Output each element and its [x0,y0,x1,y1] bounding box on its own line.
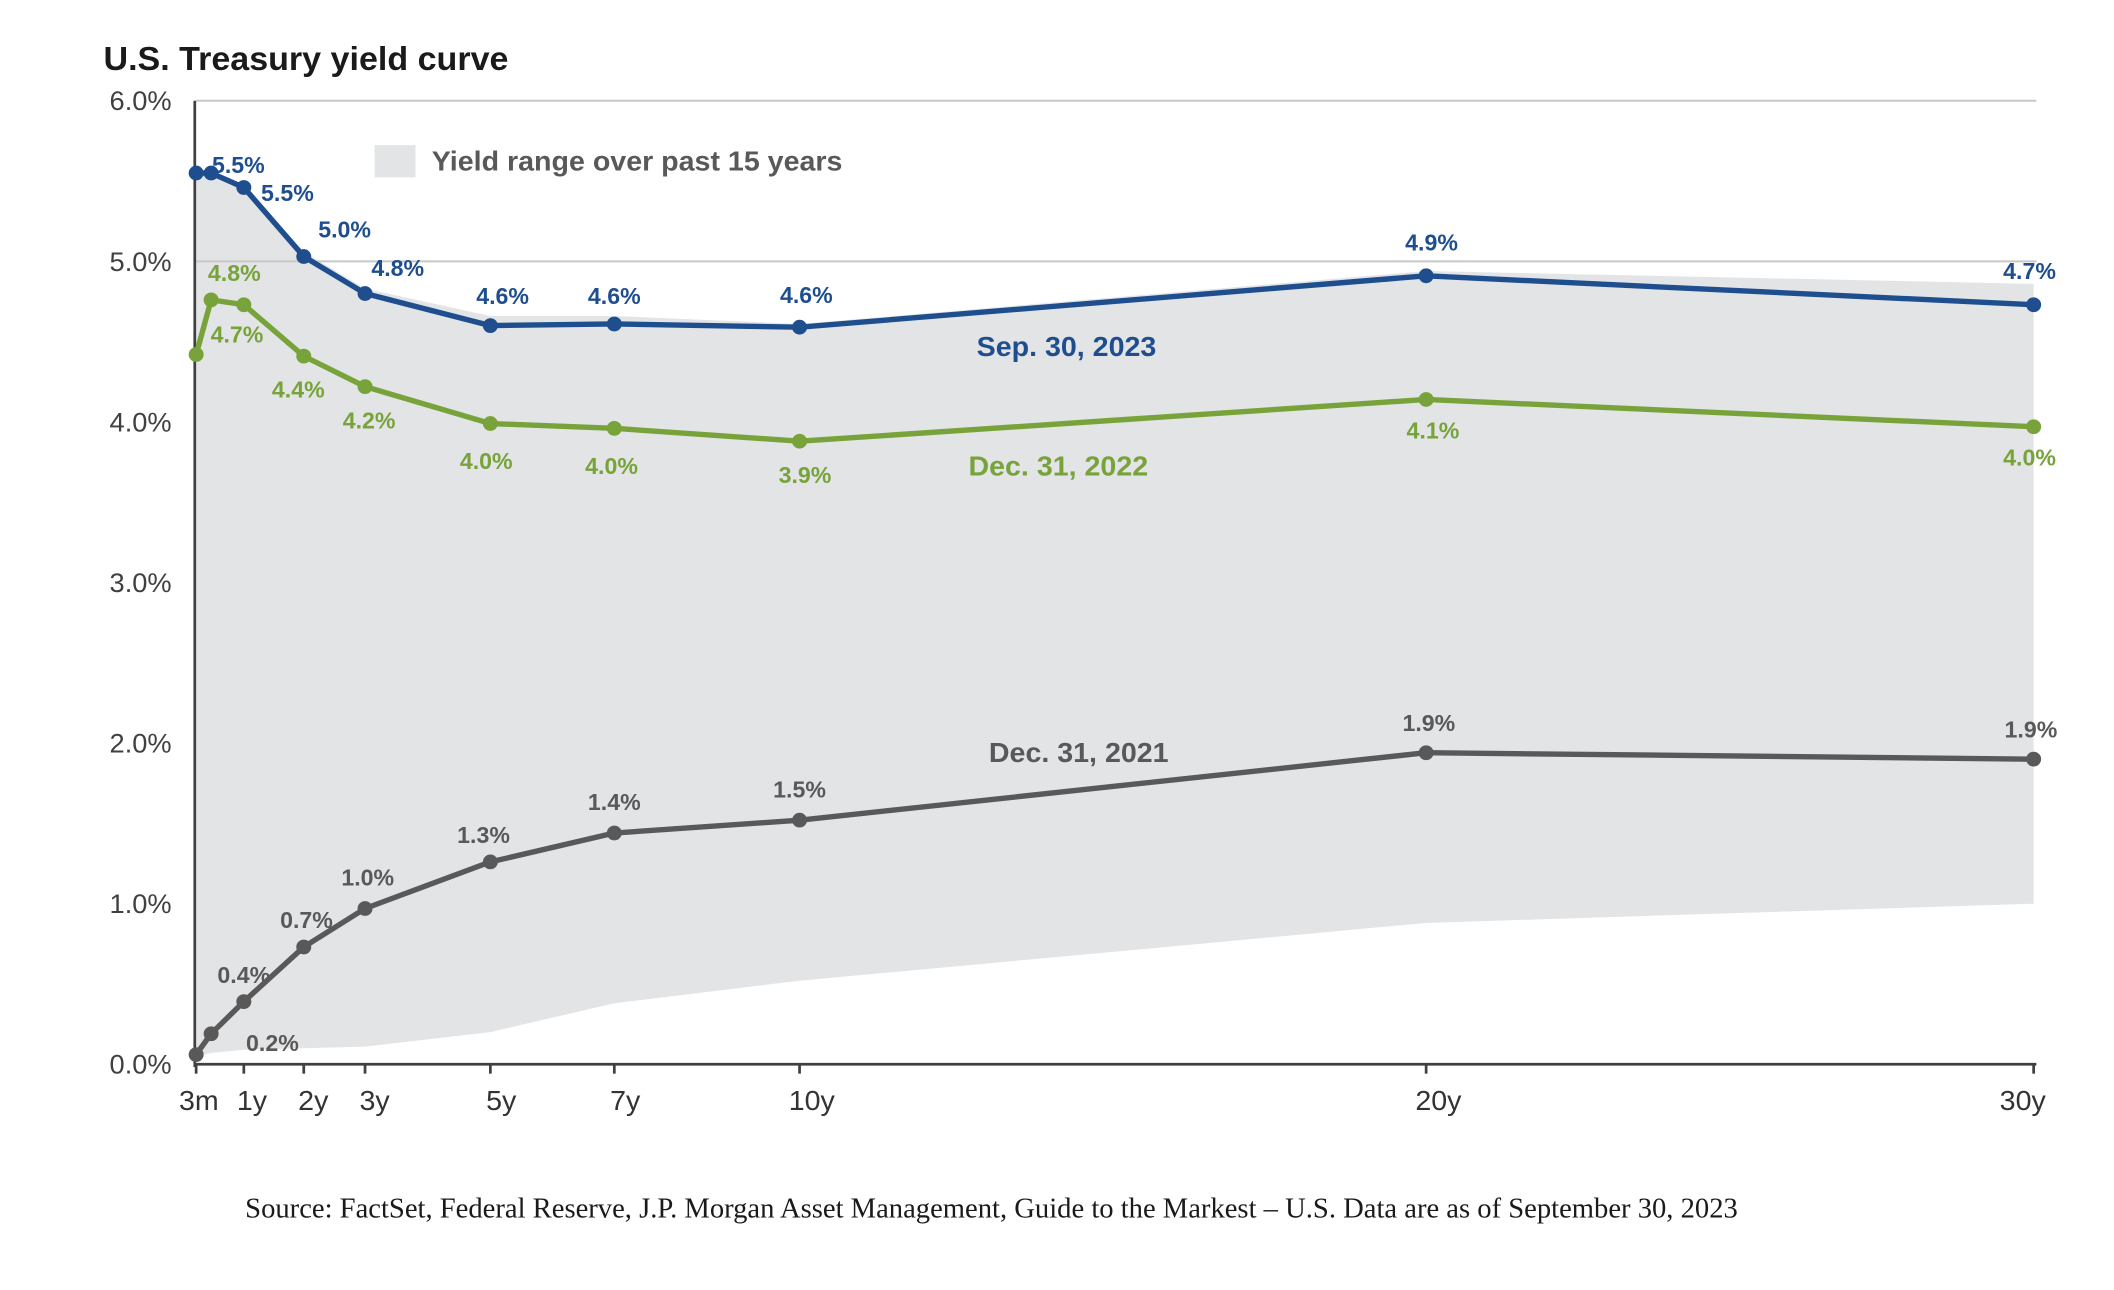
data-label: 4.1% [1407,418,1460,444]
series-label-dec-2022: Dec. 31, 2022 [968,451,1148,483]
data-label: 4.8% [208,260,261,286]
data-label: 4.6% [780,282,833,308]
data-point [357,379,373,395]
y-tick-label: 5.0% [110,247,172,277]
data-label: 4.8% [371,255,424,281]
data-label: 4.7% [211,321,264,347]
series-label-dec-2021: Dec. 31, 2021 [989,737,1169,769]
gridlines [196,99,2037,263]
data-label: 0.2% [246,1030,299,1056]
data-point [2026,419,2042,435]
series-line-2 [193,750,2034,1057]
data-point [188,165,204,181]
chart-title: U.S. Treasury yield curve [104,40,509,78]
data-label: 4.6% [588,283,641,309]
data-label: 1.0% [341,865,394,891]
data-label: 4.0% [585,453,638,479]
axes: 0.0% 1.0% 2.0% 3.0% 4.0% 5.0% 6.0% 3m 1y 2y 3y 5y 7y… [110,86,2047,1117]
data-point [236,180,252,195]
data-point [203,292,219,308]
data-label-layer: 5.5%5.5%5.0%4.8%4.6% 4.6% 4.6%4.9%4.7%4.8%… [208,152,2057,1056]
range-band-area [196,168,2034,1057]
data-point [2026,297,2042,313]
data-point [357,901,373,916]
data-label: 4.0% [460,448,513,474]
data-point [792,812,808,828]
data-point [203,1026,219,1042]
series-label-sep-2023: Sep. 30, 2023 [977,331,1157,363]
y-tick-label: 1.0% [110,889,172,919]
x-tick-label: 7y [610,1085,641,1117]
series-line-1 [193,297,2034,444]
data-label: 5.0% [318,217,371,243]
data-label: 4.6% [476,283,529,309]
x-tick-label: 30y [2000,1085,2047,1117]
data-label: 4.9% [1405,229,1458,255]
data-point [188,1047,204,1063]
data-point [482,854,498,870]
data-label: 3.9% [779,462,832,488]
data-point [606,825,622,841]
y-tick-label: 6.0% [110,86,172,116]
x-tick-label: 10y [789,1085,836,1117]
data-point [606,420,622,436]
legend-swatch [374,145,416,178]
y-tick-label: 3.0% [110,568,172,598]
data-label: 5.5% [261,180,314,206]
data-point [482,416,498,431]
data-label: 1.5% [773,776,826,802]
data-point [357,286,373,301]
y-tick-label: 0.0% [110,1050,172,1080]
y-tick-label: 4.0% [110,408,172,438]
x-tick-label: 1y [237,1085,268,1117]
data-label: 0.4% [217,962,270,988]
data-point [792,433,808,449]
data-label: 4.7% [2003,258,2056,284]
legend: Yield range over past 15 years [374,145,843,178]
data-label: 1.3% [457,822,510,848]
data-point [203,165,219,181]
data-label: 4.0% [2003,445,2056,471]
data-label: 5.5% [212,152,265,178]
source-note: Source: FactSet, Federal Reserve, J.P. M… [245,1194,1738,1225]
series-layer [188,165,2042,1063]
data-point [296,249,312,264]
data-point [188,347,204,362]
data-point [1418,745,1434,761]
data-label: 4.4% [272,377,325,403]
y-tick-label: 2.0% [110,729,172,759]
data-point [236,994,252,1010]
x-tick-label: 3y [359,1085,390,1117]
x-tick-label: 5y [486,1085,517,1117]
data-label: 1.9% [2005,717,2058,743]
data-label: 1.4% [588,789,641,815]
data-point [606,316,622,332]
data-point [482,318,498,333]
data-point [792,319,808,335]
data-label: 0.7% [280,907,333,933]
legend-label: Yield range over past 15 years [432,146,843,178]
range-band-layer [196,168,2034,1057]
data-point [2026,751,2042,767]
x-tick-label: 2y [298,1085,329,1117]
data-point [1418,268,1434,284]
data-point [296,348,312,364]
series-line-0 [196,170,2034,330]
data-point [296,939,312,955]
data-label: 1.9% [1402,710,1455,736]
x-tick-label: 20y [1415,1085,1462,1117]
data-point [1418,392,1434,407]
x-tick-label: 3m [179,1085,219,1117]
data-point [236,297,252,313]
data-label: 4.2% [343,407,396,433]
